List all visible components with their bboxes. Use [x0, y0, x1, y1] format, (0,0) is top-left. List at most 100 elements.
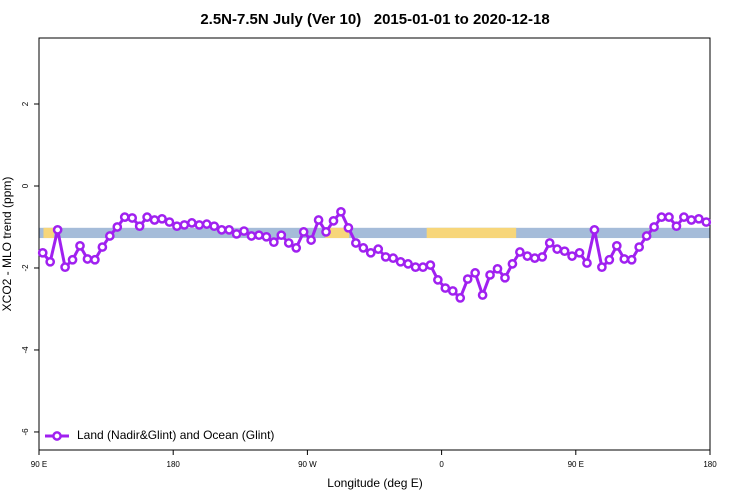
- x-axis-label: Longitude (deg E): [327, 476, 422, 490]
- data-point: [492, 263, 503, 274]
- data-point: [485, 270, 495, 280]
- data-point: [649, 222, 659, 232]
- y-tick-label: -2: [21, 264, 30, 272]
- data-point: [641, 231, 652, 241]
- land-span: [325, 227, 350, 239]
- data-point: [127, 213, 138, 223]
- data-point: [164, 217, 175, 227]
- data-point: [693, 213, 704, 224]
- x-tick-label: 0: [439, 460, 444, 469]
- data-point: [239, 226, 249, 236]
- x-tick-label: 90 E: [568, 460, 584, 469]
- data-point: [261, 231, 272, 242]
- data-point: [104, 231, 115, 241]
- data-point: [75, 240, 85, 251]
- data-point: [119, 212, 130, 222]
- data-point: [224, 225, 234, 235]
- data-point: [336, 206, 346, 217]
- data-point: [701, 217, 712, 227]
- data-point: [559, 246, 570, 257]
- data-point: [216, 225, 227, 235]
- data-point: [447, 286, 458, 296]
- data-point: [343, 222, 354, 233]
- ocean-band: [39, 227, 710, 239]
- x-tick-label: 90 W: [298, 460, 317, 469]
- data-point: [276, 230, 287, 241]
- data-point: [477, 290, 488, 300]
- data-point: [515, 247, 525, 257]
- data-point: [664, 212, 674, 222]
- data-point: [172, 221, 182, 232]
- data-point: [246, 231, 257, 241]
- data-point: [269, 237, 279, 248]
- data-point: [418, 262, 428, 273]
- plot-frame: [38, 37, 711, 451]
- data-point: [410, 262, 421, 273]
- data-point: [142, 212, 152, 222]
- data-point: [656, 212, 667, 222]
- data-point: [149, 215, 160, 225]
- data-point: [679, 212, 689, 222]
- data-point: [291, 243, 302, 253]
- data-point: [298, 227, 309, 237]
- data-point: [321, 227, 331, 237]
- data-point: [365, 247, 376, 258]
- y-tick-label: -4: [21, 346, 30, 354]
- data-point: [82, 254, 93, 264]
- data-point: [306, 235, 316, 245]
- data-point: [403, 259, 413, 269]
- chart-title: 2.5N-7.5N July (Ver 10) 2015-01-01 to 20…: [200, 11, 549, 28]
- data-point: [574, 247, 585, 258]
- data-point: [462, 274, 473, 284]
- data-point: [671, 221, 682, 232]
- data-point: [537, 252, 548, 262]
- data-point: [582, 258, 592, 268]
- data-point: [52, 225, 63, 235]
- data-point: [186, 218, 197, 228]
- legend-marker: [52, 431, 62, 441]
- y-tick-label: 2: [21, 101, 30, 106]
- data-point: [328, 215, 339, 226]
- data-point: [552, 244, 563, 254]
- data-point: [313, 215, 324, 225]
- land-span: [43, 227, 54, 239]
- data-point: [90, 254, 100, 265]
- x-tick-label: 180: [167, 460, 181, 469]
- data-point: [112, 222, 123, 232]
- data-point: [209, 221, 220, 232]
- data-point: [500, 272, 510, 283]
- data-point: [388, 253, 398, 263]
- data-point: [380, 252, 391, 262]
- data-point: [97, 242, 108, 252]
- data-point: [425, 260, 436, 270]
- data-point: [686, 215, 697, 225]
- data-point: [544, 238, 555, 248]
- data-point: [522, 251, 533, 261]
- data-point: [395, 256, 406, 267]
- data-point: [597, 262, 607, 273]
- data-point: [626, 254, 637, 265]
- data-point: [455, 293, 466, 303]
- data-point: [507, 259, 518, 269]
- land-span: [426, 227, 517, 239]
- data-point: [254, 230, 264, 241]
- y-axis-label: XCO2 - MLO trend (ppm): [0, 177, 14, 312]
- data-point: [634, 242, 645, 252]
- y-tick-label: 0: [21, 183, 30, 188]
- data-point: [201, 219, 212, 229]
- data-point: [67, 254, 78, 265]
- y-tick-label: -6: [21, 428, 30, 436]
- data-point: [604, 254, 615, 265]
- data-point: [470, 268, 480, 278]
- data-point: [283, 238, 294, 248]
- data-point: [231, 229, 242, 239]
- data-point: [611, 240, 622, 251]
- data-point: [567, 251, 577, 261]
- data-point: [619, 254, 630, 264]
- data-point: [45, 256, 56, 267]
- x-tick-label: 180: [703, 460, 717, 469]
- data-point: [351, 238, 361, 248]
- data-point: [529, 253, 540, 263]
- legend-label: Land (Nadir&Glint) and Ocean (Glint): [77, 428, 274, 442]
